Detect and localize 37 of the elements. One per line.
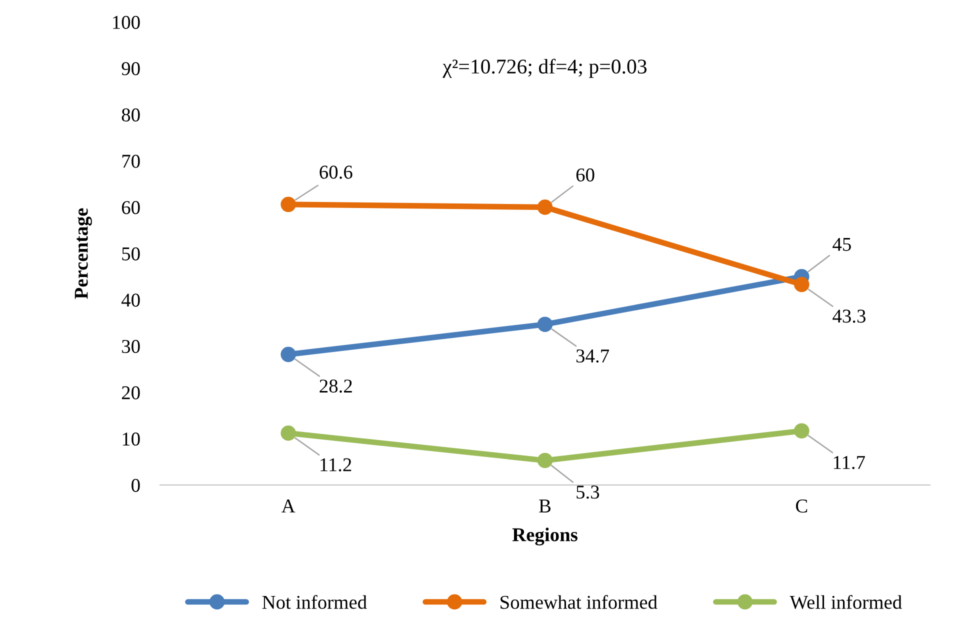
data-label: 28.2 bbox=[320, 380, 352, 393]
data-label: 60.6 bbox=[320, 166, 352, 179]
data-label: 34.7 bbox=[576, 349, 610, 363]
y-tick-label: 30 bbox=[122, 340, 140, 354]
x-tick-label: C bbox=[796, 500, 808, 513]
point bbox=[280, 196, 296, 212]
y-tick-label: 100 bbox=[113, 16, 140, 29]
legend-label: Somewhat informed bbox=[500, 595, 658, 609]
y-tick-label: 90 bbox=[122, 62, 140, 76]
point bbox=[280, 426, 296, 441]
point bbox=[537, 452, 553, 468]
y-axis-title: Percentage bbox=[74, 208, 92, 299]
y-tick-label: 10 bbox=[122, 432, 140, 446]
y-tick-label: 70 bbox=[122, 154, 140, 168]
point bbox=[537, 200, 553, 215]
data-label: 45 bbox=[832, 238, 851, 251]
data-label: 11.7 bbox=[834, 456, 865, 470]
x-tick-label: B bbox=[539, 500, 551, 512]
legend-label: Well informed bbox=[790, 595, 902, 610]
data-label: 5.3 bbox=[576, 486, 600, 499]
annotation: χ²=10.726; df=4; p=0.03 bbox=[442, 58, 647, 78]
x-axis-title: Regions bbox=[512, 528, 578, 546]
point bbox=[280, 346, 296, 362]
y-tick-label: 0 bbox=[132, 478, 140, 492]
data-label: 60 bbox=[576, 168, 594, 182]
y-tick-label: 60 bbox=[122, 201, 140, 214]
y-tick-label: 20 bbox=[122, 386, 140, 400]
data-label: 43.3 bbox=[832, 310, 866, 323]
data-label: 11.2 bbox=[320, 458, 352, 472]
x-tick-label: A bbox=[282, 500, 296, 512]
y-tick-label: 40 bbox=[121, 294, 140, 307]
point bbox=[794, 276, 810, 292]
legend-label: Not informed bbox=[262, 595, 367, 609]
point bbox=[794, 423, 810, 438]
y-tick-label: 80 bbox=[122, 108, 140, 122]
y-tick-label: 50 bbox=[122, 247, 140, 260]
point bbox=[537, 316, 553, 332]
